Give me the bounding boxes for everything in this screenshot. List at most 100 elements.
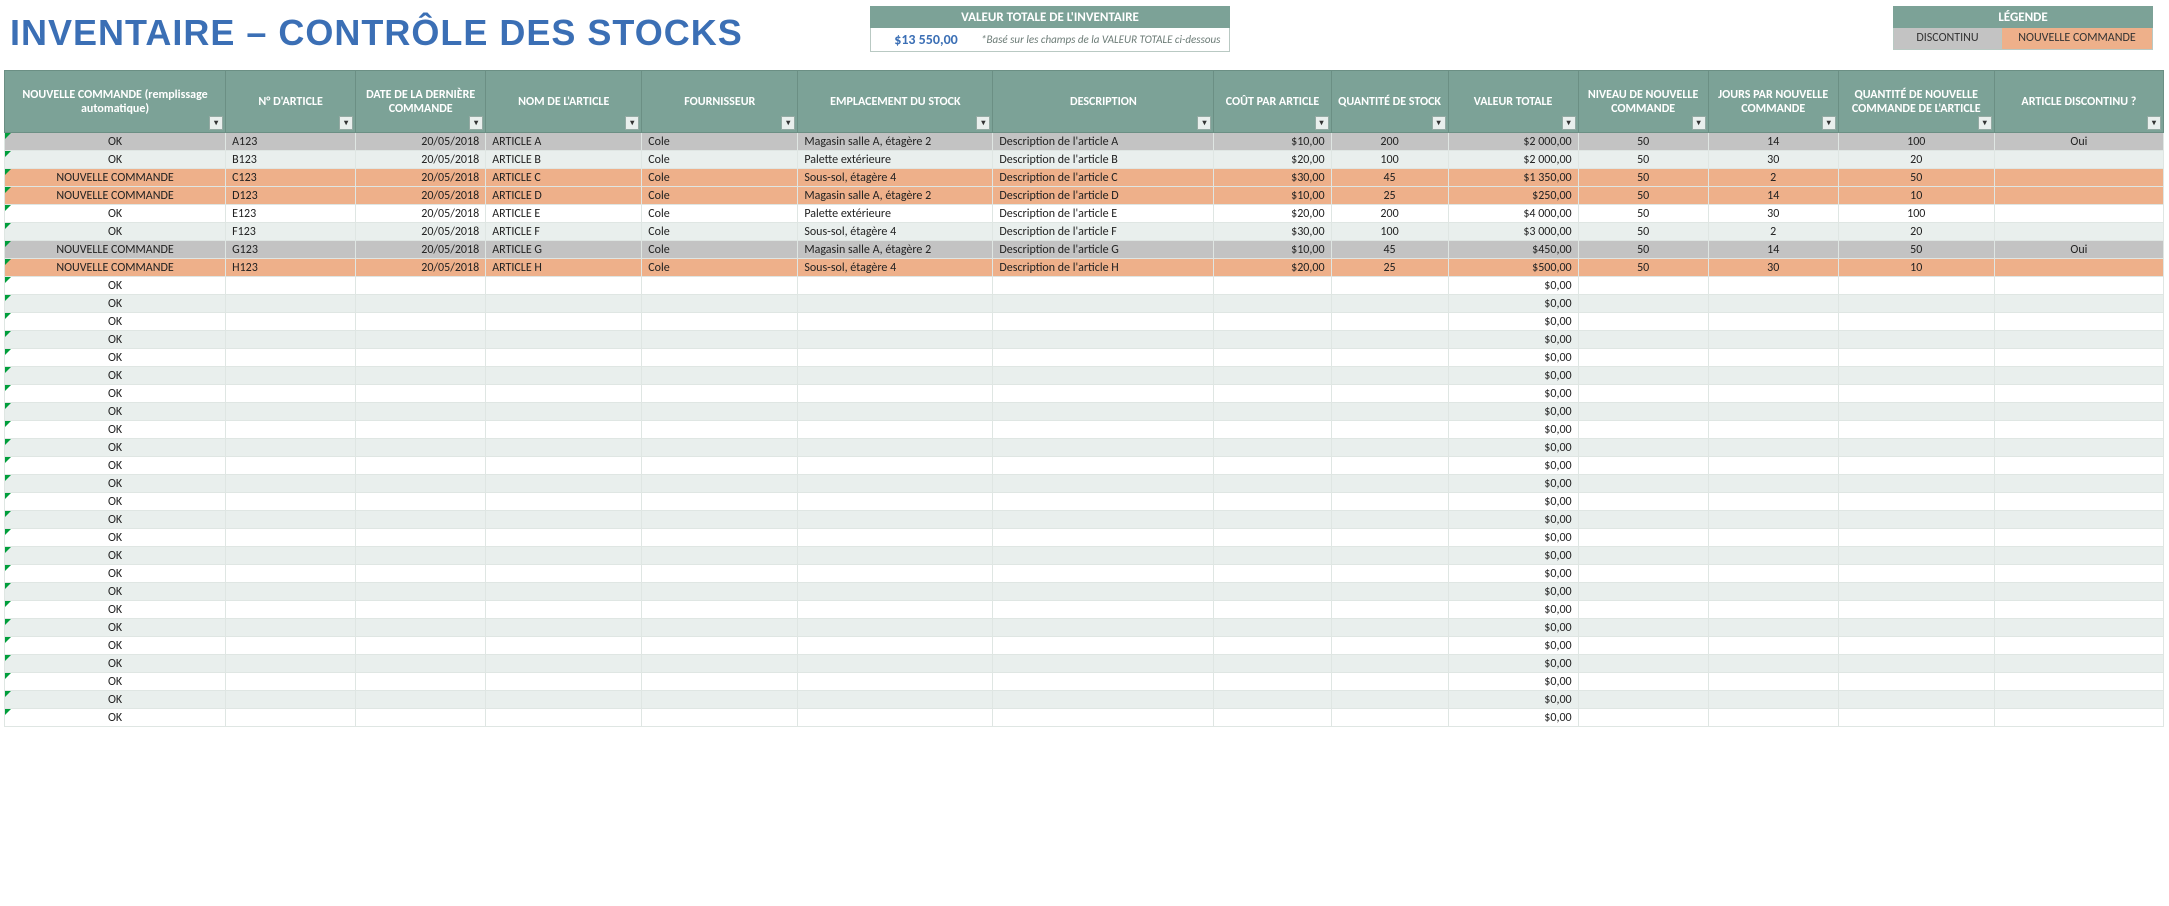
cell[interactable]: Cole xyxy=(642,223,798,241)
cell[interactable] xyxy=(1994,205,2163,223)
filter-button[interactable]: ▾ xyxy=(339,116,353,130)
cell[interactable] xyxy=(226,439,356,457)
cell[interactable]: ARTICLE G xyxy=(486,241,642,259)
cell[interactable] xyxy=(798,511,993,529)
cell[interactable] xyxy=(486,331,642,349)
cell[interactable] xyxy=(226,547,356,565)
cell[interactable]: 200 xyxy=(1331,205,1448,223)
cell[interactable]: 100 xyxy=(1331,223,1448,241)
cell[interactable]: OK xyxy=(5,133,226,151)
cell[interactable] xyxy=(642,601,798,619)
cell[interactable] xyxy=(356,619,486,637)
cell[interactable]: $30,00 xyxy=(1214,169,1331,187)
cell[interactable]: Description de l'article E xyxy=(993,205,1214,223)
cell[interactable] xyxy=(356,709,486,727)
cell[interactable]: $450,00 xyxy=(1448,241,1578,259)
cell[interactable] xyxy=(642,313,798,331)
cell[interactable] xyxy=(1708,655,1838,673)
cell[interactable]: Palette extérieure xyxy=(798,205,993,223)
table-row[interactable]: OK$0,00 xyxy=(5,331,2164,349)
cell[interactable] xyxy=(642,385,798,403)
cell[interactable] xyxy=(1578,295,1708,313)
cell[interactable] xyxy=(642,277,798,295)
cell[interactable] xyxy=(486,421,642,439)
cell[interactable] xyxy=(356,349,486,367)
cell[interactable]: OK xyxy=(5,691,226,709)
cell[interactable]: 25 xyxy=(1331,259,1448,277)
cell[interactable]: A123 xyxy=(226,133,356,151)
cell[interactable] xyxy=(1708,457,1838,475)
cell[interactable]: Description de l'article A xyxy=(993,133,1214,151)
cell[interactable] xyxy=(1214,691,1331,709)
cell[interactable] xyxy=(1994,367,2163,385)
cell[interactable]: 30 xyxy=(1708,259,1838,277)
cell[interactable]: OK xyxy=(5,637,226,655)
cell[interactable] xyxy=(798,313,993,331)
cell[interactable] xyxy=(1578,547,1708,565)
cell[interactable] xyxy=(642,475,798,493)
cell[interactable] xyxy=(642,547,798,565)
cell[interactable]: Cole xyxy=(642,205,798,223)
table-row[interactable]: OK$0,00 xyxy=(5,313,2164,331)
cell[interactable]: 20/05/2018 xyxy=(356,241,486,259)
cell[interactable] xyxy=(642,331,798,349)
cell[interactable] xyxy=(486,277,642,295)
table-row[interactable]: OK$0,00 xyxy=(5,439,2164,457)
table-row[interactable]: NOUVELLE COMMANDEG12320/05/2018ARTICLE G… xyxy=(5,241,2164,259)
cell[interactable] xyxy=(356,547,486,565)
cell[interactable]: G123 xyxy=(226,241,356,259)
cell[interactable] xyxy=(1578,457,1708,475)
cell[interactable] xyxy=(993,457,1214,475)
cell[interactable]: OK xyxy=(5,709,226,727)
cell[interactable] xyxy=(486,529,642,547)
cell[interactable] xyxy=(486,457,642,475)
filter-button[interactable]: ▾ xyxy=(469,116,483,130)
cell[interactable]: OK xyxy=(5,493,226,511)
cell[interactable] xyxy=(1994,169,2163,187)
cell[interactable] xyxy=(1708,439,1838,457)
cell[interactable]: Cole xyxy=(642,133,798,151)
cell[interactable]: 30 xyxy=(1708,205,1838,223)
filter-button[interactable]: ▾ xyxy=(1978,116,1992,130)
table-row[interactable]: OK$0,00 xyxy=(5,367,2164,385)
cell[interactable] xyxy=(993,691,1214,709)
cell[interactable] xyxy=(1994,457,2163,475)
cell[interactable] xyxy=(993,493,1214,511)
cell[interactable] xyxy=(1708,349,1838,367)
cell[interactable] xyxy=(1331,493,1448,511)
cell[interactable]: $0,00 xyxy=(1448,457,1578,475)
cell[interactable]: 30 xyxy=(1708,151,1838,169)
cell[interactable] xyxy=(486,673,642,691)
cell[interactable] xyxy=(1331,529,1448,547)
cell[interactable] xyxy=(798,691,993,709)
cell[interactable] xyxy=(1331,709,1448,727)
cell[interactable]: OK xyxy=(5,619,226,637)
cell[interactable]: OK xyxy=(5,583,226,601)
cell[interactable] xyxy=(642,421,798,439)
filter-button[interactable]: ▾ xyxy=(1562,116,1576,130)
cell[interactable]: OK xyxy=(5,565,226,583)
cell[interactable] xyxy=(486,493,642,511)
cell[interactable] xyxy=(1331,313,1448,331)
cell[interactable] xyxy=(642,457,798,475)
cell[interactable] xyxy=(356,421,486,439)
table-row[interactable]: OK$0,00 xyxy=(5,277,2164,295)
cell[interactable] xyxy=(993,439,1214,457)
cell[interactable]: $0,00 xyxy=(1448,421,1578,439)
cell[interactable] xyxy=(1994,295,2163,313)
cell[interactable] xyxy=(1331,637,1448,655)
cell[interactable] xyxy=(486,709,642,727)
cell[interactable] xyxy=(1708,475,1838,493)
cell[interactable] xyxy=(1838,385,1994,403)
cell[interactable] xyxy=(1994,421,2163,439)
cell[interactable] xyxy=(1994,601,2163,619)
cell[interactable]: $0,00 xyxy=(1448,493,1578,511)
cell[interactable]: $0,00 xyxy=(1448,277,1578,295)
cell[interactable]: C123 xyxy=(226,169,356,187)
cell[interactable]: 50 xyxy=(1578,133,1708,151)
cell[interactable] xyxy=(1331,295,1448,313)
cell[interactable] xyxy=(993,565,1214,583)
cell[interactable] xyxy=(1708,403,1838,421)
cell[interactable]: 20/05/2018 xyxy=(356,187,486,205)
cell[interactable] xyxy=(356,385,486,403)
